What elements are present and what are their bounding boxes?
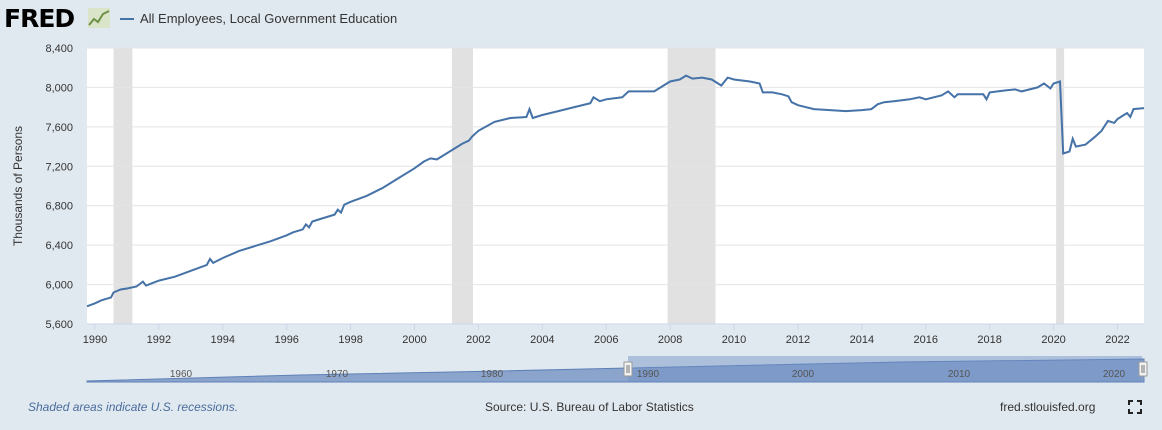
x-tick-label: 2012 [786,334,810,346]
y-axis: 5,600 6,000 6,400 6,800 7,200 7,600 8,000 8,400 [45,43,73,331]
navigator-right-handle[interactable] [1138,361,1148,377]
recession-band-1 [451,48,473,324]
navigator-tick-label: 2020 [1103,369,1126,380]
plot-background [87,48,1144,324]
navigator-tick-label: 1970 [326,369,349,380]
x-tick-label: 1998 [338,334,362,346]
x-tick-label: 2018 [977,334,1001,346]
navigator-tick-label: 2000 [792,369,815,380]
navigator-labels: 1960 1970 1980 1990 2000 2010 2020 [170,369,1126,380]
recession-note: Shaded areas indicate U.S. recessions. [28,400,239,414]
x-tick-label: 1992 [147,334,171,346]
grid-lines [87,47,1144,286]
navigator-selection[interactable] [628,356,1142,382]
fullscreen-icon[interactable] [1128,400,1142,414]
chart: 5,600 6,000 6,400 6,800 7,200 7,600 8,000 8,400… [11,43,1148,383]
recession-band-3 [1056,48,1065,324]
line-chart-icon [88,8,110,28]
recession-band-0 [113,48,133,324]
x-tick-label: 2004 [530,334,554,346]
y-tick-label: 8,400 [45,43,73,55]
header: FRED All Employees, Local Government Edu… [0,0,1162,38]
navigator-tick-label: 1990 [637,369,660,380]
legend-line-swatch [120,18,134,20]
fred-logo[interactable]: FRED [4,4,75,33]
site-url[interactable]: fred.stlouisfed.org [1000,400,1096,414]
x-tick-label: 2000 [402,334,426,346]
x-tick-label: 2022 [1105,334,1129,346]
x-tick-label: 2008 [658,334,682,346]
x-axis: 1990 1992 1994 1996 1998 2000 2002 2004 2006 2008… [83,323,1144,346]
x-tick-label: 2016 [914,334,938,346]
navigator-left-handle[interactable] [623,361,633,377]
x-tick-label: 2006 [594,334,618,346]
x-tick-label: 2002 [466,334,490,346]
x-tick-label: 1994 [211,334,235,346]
recession-bands [113,48,1065,324]
navigator-tick-label: 2010 [948,369,971,380]
y-tick-label: 8,000 [45,82,73,94]
navigator-tick-label: 1980 [481,369,504,380]
x-tick-label: 2010 [722,334,746,346]
series-line[interactable] [86,74,1145,308]
navigator[interactable]: 1960 1970 1980 1990 2000 2010 2020 [86,356,1148,383]
y-tick-label: 6,000 [45,280,73,292]
source-text: Source: U.S. Bureau of Labor Statistics [485,400,694,414]
y-tick-label: 7,600 [45,122,73,134]
x-tick-label: 2014 [850,334,874,346]
x-tick-label: 1996 [274,334,298,346]
x-tick-label: 1990 [83,334,107,346]
y-axis-label: Thousands of Persons [11,126,25,246]
recession-band-2 [667,48,716,324]
y-tick-label: 5,600 [45,319,73,331]
navigator-tick-label: 1960 [170,369,193,380]
y-tick-label: 7,200 [45,161,73,173]
x-tick-label: 2020 [1041,334,1065,346]
y-tick-label: 6,800 [45,201,73,213]
legend-series-title[interactable]: All Employees, Local Government Educatio… [140,11,398,26]
y-tick-label: 6,400 [45,240,73,252]
